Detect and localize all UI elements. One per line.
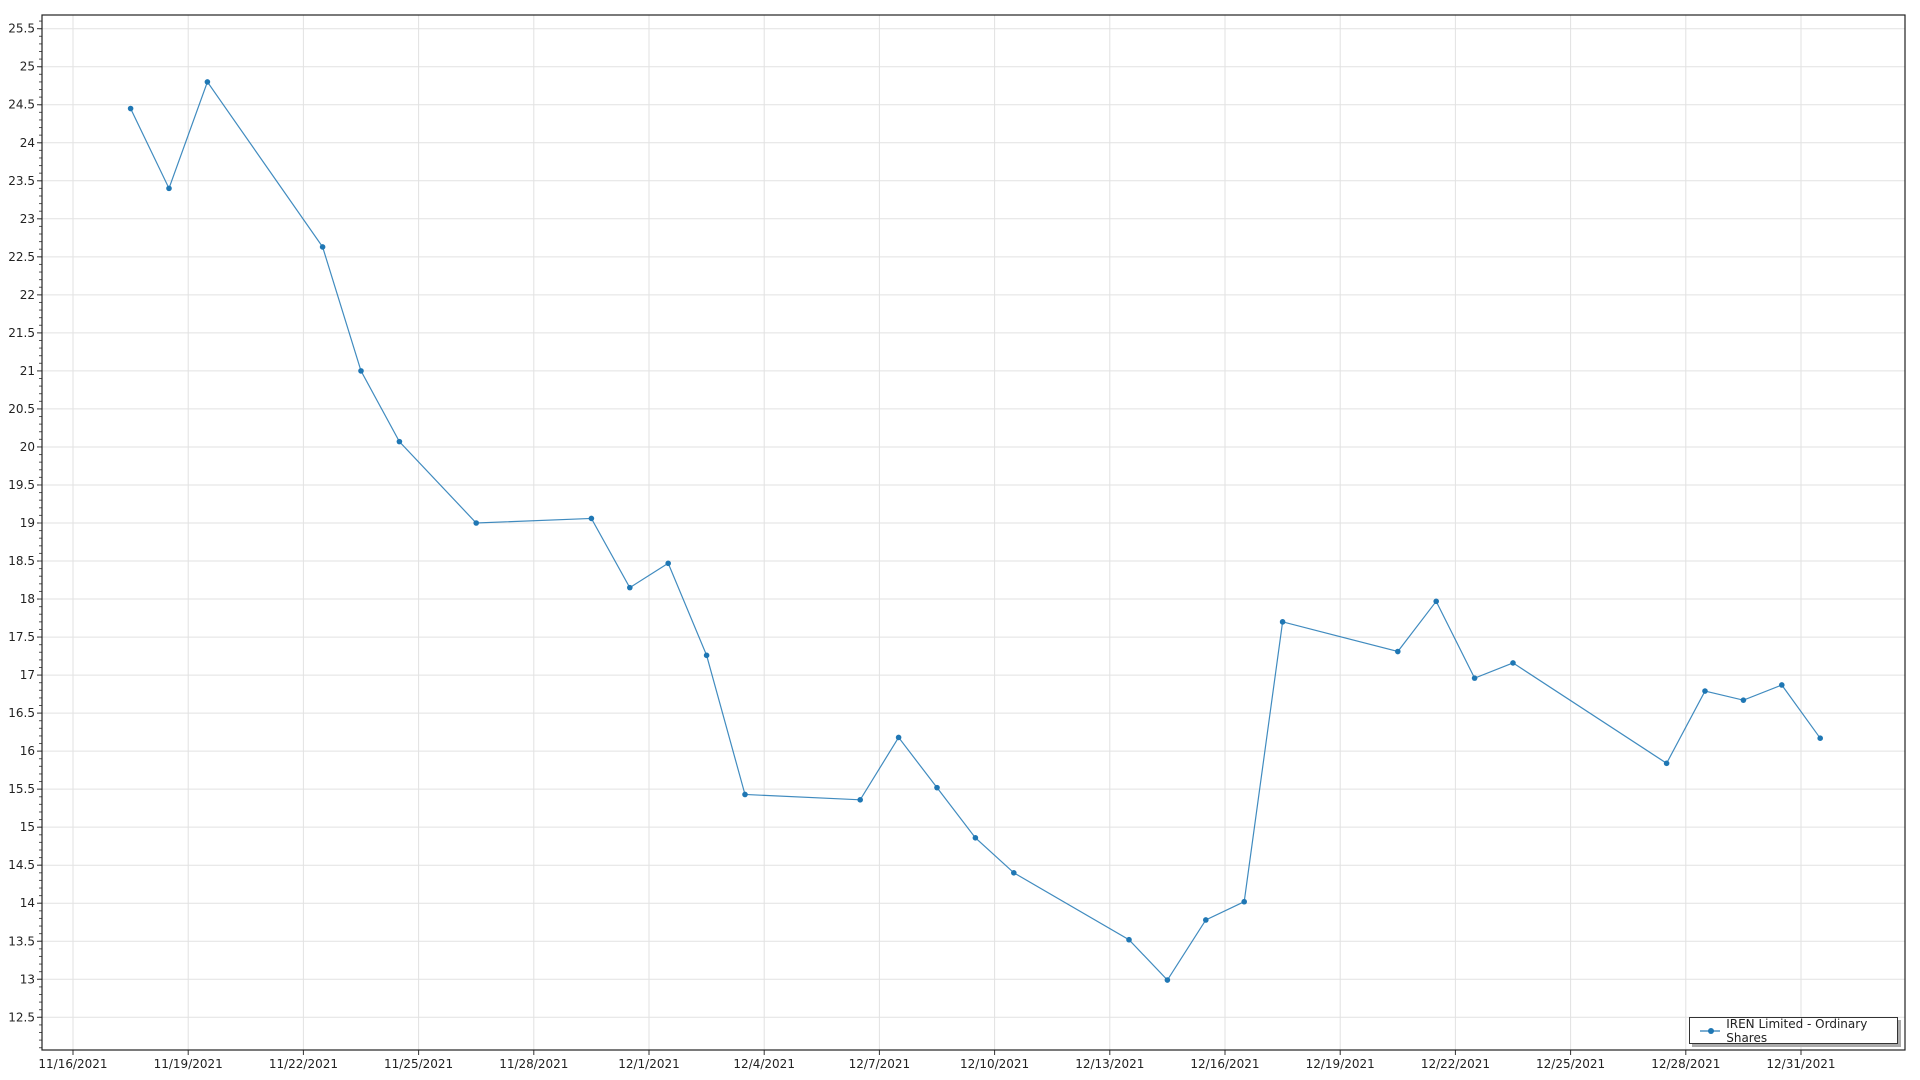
y-tick-label: 22 (20, 288, 35, 302)
data-point (1164, 977, 1171, 983)
data-point (1663, 760, 1670, 767)
data-point (358, 368, 364, 374)
x-tick-label: 12/19/2021 (1306, 1057, 1375, 1071)
data-point (1241, 898, 1247, 905)
data-point (627, 584, 633, 591)
y-tick-label: 16.5 (8, 706, 35, 720)
data-point (857, 797, 863, 803)
y-tick-label: 12.5 (8, 1010, 35, 1024)
x-tick-label: 12/28/2021 (1651, 1057, 1720, 1071)
y-tick-label: 14 (20, 896, 35, 910)
x-tick-label: 12/16/2021 (1190, 1057, 1259, 1071)
x-tick-label: 12/7/2021 (849, 1057, 911, 1071)
x-tick-label: 11/25/2021 (384, 1057, 453, 1071)
y-tick-label: 18 (20, 592, 35, 606)
data-point (588, 515, 595, 522)
y-tick-label: 17.5 (8, 630, 35, 644)
x-tick-label: 12/4/2021 (733, 1057, 795, 1071)
data-point (204, 79, 211, 85)
legend-label: IREN Limited - Ordinary Shares (1726, 1016, 1868, 1045)
data-point (1471, 675, 1478, 681)
data-point (1740, 697, 1747, 703)
y-tick-label: 17 (20, 668, 35, 682)
y-tick-label: 19 (20, 516, 35, 530)
data-point (972, 835, 979, 841)
legend-series-marker-icon (1700, 1026, 1721, 1036)
data-point (742, 791, 748, 798)
y-tick-label: 20.5 (8, 402, 35, 416)
y-tick-label: 13 (20, 972, 35, 986)
y-tick-label: 16 (20, 744, 35, 758)
data-point (127, 105, 134, 112)
data-point (1510, 660, 1516, 666)
data-point (1817, 735, 1823, 742)
y-tick-label: 22.5 (8, 250, 35, 264)
y-tick-label: 21.5 (8, 326, 35, 340)
y-tick-label: 18.5 (8, 554, 35, 568)
data-point (473, 520, 480, 526)
x-tick-label: 12/22/2021 (1421, 1057, 1490, 1071)
y-tick-label: 24 (20, 136, 35, 150)
x-tick-label: 12/31/2021 (1766, 1057, 1835, 1071)
y-tick-label: 15 (20, 820, 35, 834)
x-tick-label: 12/13/2021 (1075, 1057, 1144, 1071)
data-point (1433, 598, 1439, 605)
x-tick-label: 11/19/2021 (154, 1057, 223, 1071)
y-tick-label: 23.5 (8, 174, 35, 188)
data-point (1011, 870, 1017, 876)
x-tick-label: 11/22/2021 (269, 1057, 338, 1071)
data-point (1126, 936, 1132, 943)
y-tick-label: 20 (20, 440, 35, 454)
data-point (895, 734, 902, 741)
y-tick-label: 25 (20, 60, 35, 74)
x-tick-label: 11/28/2021 (499, 1057, 568, 1071)
y-tick-label: 23 (20, 212, 35, 226)
data-point (1395, 648, 1401, 655)
y-tick-label: 13.5 (8, 934, 35, 948)
legend: IREN Limited - Ordinary Shares (1689, 1016, 1898, 1045)
data-point (934, 784, 940, 791)
data-point (166, 185, 172, 192)
data-point (1279, 619, 1286, 625)
data-point (1203, 917, 1209, 923)
x-tick-label: 12/1/2021 (618, 1057, 680, 1071)
plot-area-border (41, 14, 1906, 1051)
y-tick-label: 19.5 (8, 478, 35, 492)
data-point (1702, 688, 1708, 694)
y-tick-label: 25.5 (8, 22, 35, 36)
y-tick-label: 15.5 (8, 782, 35, 796)
data-point (319, 244, 326, 250)
y-tick-label: 14.5 (8, 858, 35, 872)
y-tick-label: 24.5 (8, 98, 35, 112)
x-tick-label: 11/16/2021 (38, 1057, 107, 1071)
data-point (703, 652, 710, 659)
series-line (130, 80, 1821, 982)
data-point (665, 560, 671, 567)
y-tick-label: 21 (20, 364, 35, 378)
data-point (1779, 682, 1785, 688)
data-point (396, 438, 403, 445)
x-tick-label: 12/10/2021 (960, 1057, 1029, 1071)
x-tick-label: 12/25/2021 (1536, 1057, 1605, 1071)
